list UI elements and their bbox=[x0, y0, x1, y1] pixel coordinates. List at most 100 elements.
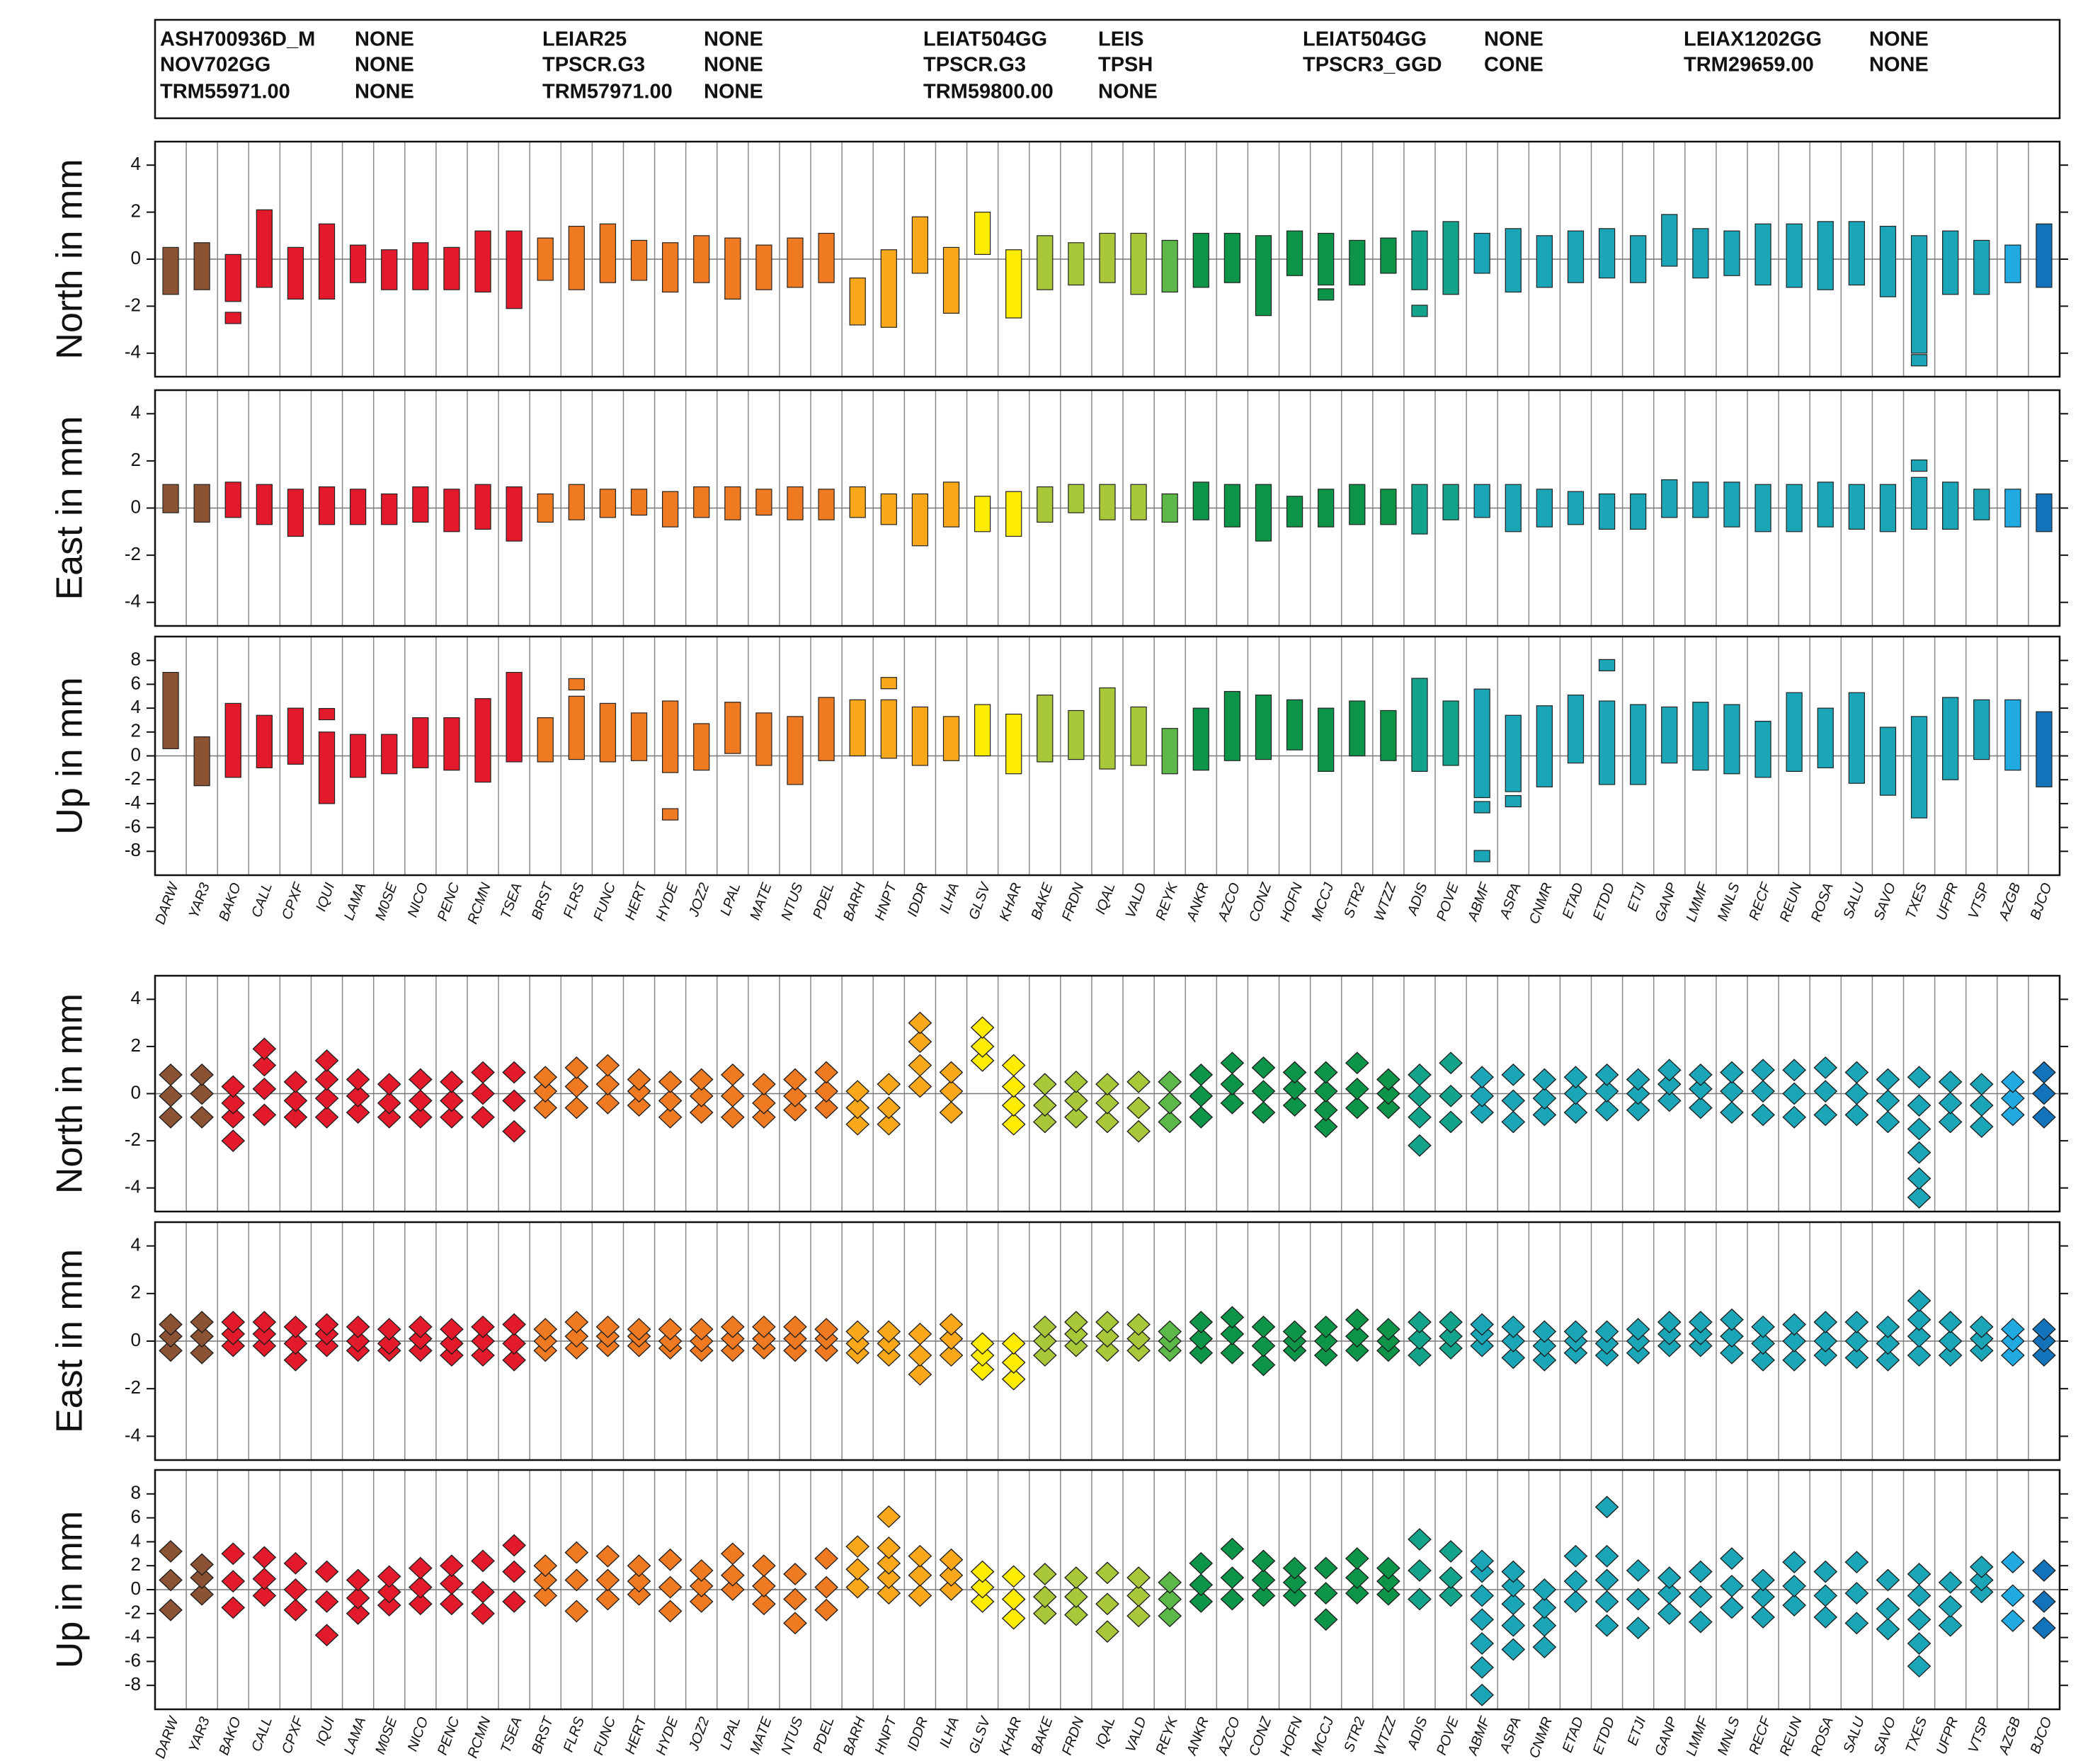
x-tick-label: ASPA bbox=[1497, 881, 1524, 921]
bar bbox=[1754, 484, 1771, 532]
diamond bbox=[627, 1583, 651, 1606]
bar bbox=[443, 717, 460, 771]
diamond bbox=[1876, 1089, 1900, 1112]
legend-radome: NONE bbox=[1869, 54, 1929, 76]
diamond bbox=[2001, 1609, 2025, 1632]
x-tick-label: HNPT bbox=[872, 879, 901, 922]
diamond bbox=[1594, 1332, 1619, 1355]
bar bbox=[1817, 221, 1834, 290]
bar bbox=[599, 702, 617, 763]
bar bbox=[224, 702, 241, 778]
diamond bbox=[1095, 1339, 1119, 1362]
diamond bbox=[502, 1061, 526, 1084]
bar bbox=[693, 235, 710, 283]
diamond bbox=[1907, 1632, 1931, 1655]
y-tick-label: 0 bbox=[131, 247, 141, 268]
diamond bbox=[877, 1505, 901, 1528]
diamond bbox=[1720, 1575, 1744, 1597]
diamond bbox=[1969, 1339, 1994, 1362]
diamond bbox=[2001, 1087, 2025, 1110]
diamond bbox=[1563, 1544, 1588, 1568]
x-tick-label: AZGB bbox=[1996, 881, 2024, 923]
diamond bbox=[221, 1091, 246, 1115]
bar bbox=[1318, 707, 1335, 773]
legend-radome: NONE bbox=[704, 81, 763, 103]
bar bbox=[630, 489, 648, 516]
diamond bbox=[1563, 1101, 1588, 1124]
x-tick-label: BAKE bbox=[1029, 1714, 1056, 1755]
diamond bbox=[1844, 1103, 1869, 1127]
diamond bbox=[564, 1325, 589, 1348]
diamond bbox=[1720, 1596, 1744, 1619]
diamond bbox=[877, 1320, 901, 1343]
diamond bbox=[1563, 1590, 1588, 1613]
diamond bbox=[1501, 1638, 1526, 1661]
diamond bbox=[2032, 1344, 2056, 1367]
diamond bbox=[814, 1547, 838, 1570]
diamond bbox=[283, 1578, 308, 1601]
diamond bbox=[939, 1578, 964, 1601]
diamond bbox=[190, 1583, 214, 1606]
diamond bbox=[1844, 1612, 1869, 1635]
diamond bbox=[814, 1080, 838, 1103]
outlier bbox=[1910, 459, 1928, 472]
x-tick-label: KHAR bbox=[997, 881, 1025, 923]
x-tick-label: FUNC bbox=[590, 1714, 619, 1757]
x-tick-label: KHAR bbox=[997, 1715, 1025, 1757]
diamond bbox=[1001, 1094, 1026, 1117]
diamond bbox=[1751, 1585, 1775, 1609]
y-axis-label: East in mm bbox=[50, 416, 91, 600]
diamond bbox=[252, 1334, 277, 1357]
diamond bbox=[440, 1105, 464, 1129]
legend-radome: LEIS bbox=[1098, 28, 1143, 51]
bar bbox=[1473, 484, 1490, 518]
diamond bbox=[1501, 1063, 1526, 1086]
x-tick-label: REUN bbox=[1777, 880, 1805, 923]
x-tick-label: ABMF bbox=[1465, 879, 1494, 923]
diamond bbox=[1313, 1061, 1338, 1084]
x-tick-label: TSEA bbox=[498, 1715, 525, 1755]
bar bbox=[2004, 699, 2021, 771]
x-tick-label: ETAD bbox=[1560, 881, 1587, 921]
diamond bbox=[1626, 1068, 1650, 1091]
diamond bbox=[1282, 1571, 1307, 1594]
bar bbox=[1068, 484, 1085, 513]
panel-border bbox=[154, 140, 2061, 378]
x-tick-label: IQUI bbox=[313, 1715, 338, 1748]
diamond bbox=[1501, 1346, 1526, 1369]
diamond bbox=[877, 1073, 901, 1096]
diamond bbox=[1657, 1602, 1682, 1625]
y-tick-label: 8 bbox=[131, 1482, 141, 1503]
bar bbox=[1286, 230, 1303, 276]
x-tick-label: HOFN bbox=[1277, 1714, 1306, 1757]
x-tick-label: BRST bbox=[529, 879, 557, 921]
diamond bbox=[471, 1602, 495, 1625]
diamond bbox=[252, 1103, 277, 1127]
diamond bbox=[346, 1315, 370, 1338]
diamond bbox=[471, 1344, 495, 1367]
diamond bbox=[1907, 1584, 1931, 1607]
bar bbox=[350, 244, 367, 283]
diamond bbox=[658, 1070, 683, 1093]
diamond bbox=[939, 1327, 964, 1350]
diamond bbox=[720, 1084, 745, 1107]
bar bbox=[2036, 223, 2053, 288]
diamond bbox=[409, 1089, 433, 1112]
y-tick-label: 0 bbox=[131, 743, 141, 765]
diamond bbox=[970, 1560, 995, 1583]
diamond bbox=[1189, 1573, 1214, 1597]
diamond bbox=[377, 1565, 401, 1588]
bar bbox=[1255, 694, 1272, 760]
diamond bbox=[2032, 1590, 2056, 1613]
diamond bbox=[1626, 1341, 1650, 1364]
diamond bbox=[1158, 1091, 1182, 1115]
x-tick-label: MATE bbox=[747, 880, 775, 922]
bar bbox=[2004, 489, 2021, 528]
diamond bbox=[377, 1594, 401, 1617]
x-tick-label: ANKR bbox=[1184, 1715, 1212, 1758]
legend-radome: NONE bbox=[355, 54, 414, 76]
bar bbox=[755, 244, 772, 290]
diamond bbox=[1563, 1341, 1588, 1364]
bar bbox=[1349, 239, 1366, 286]
bar bbox=[1411, 484, 1428, 535]
